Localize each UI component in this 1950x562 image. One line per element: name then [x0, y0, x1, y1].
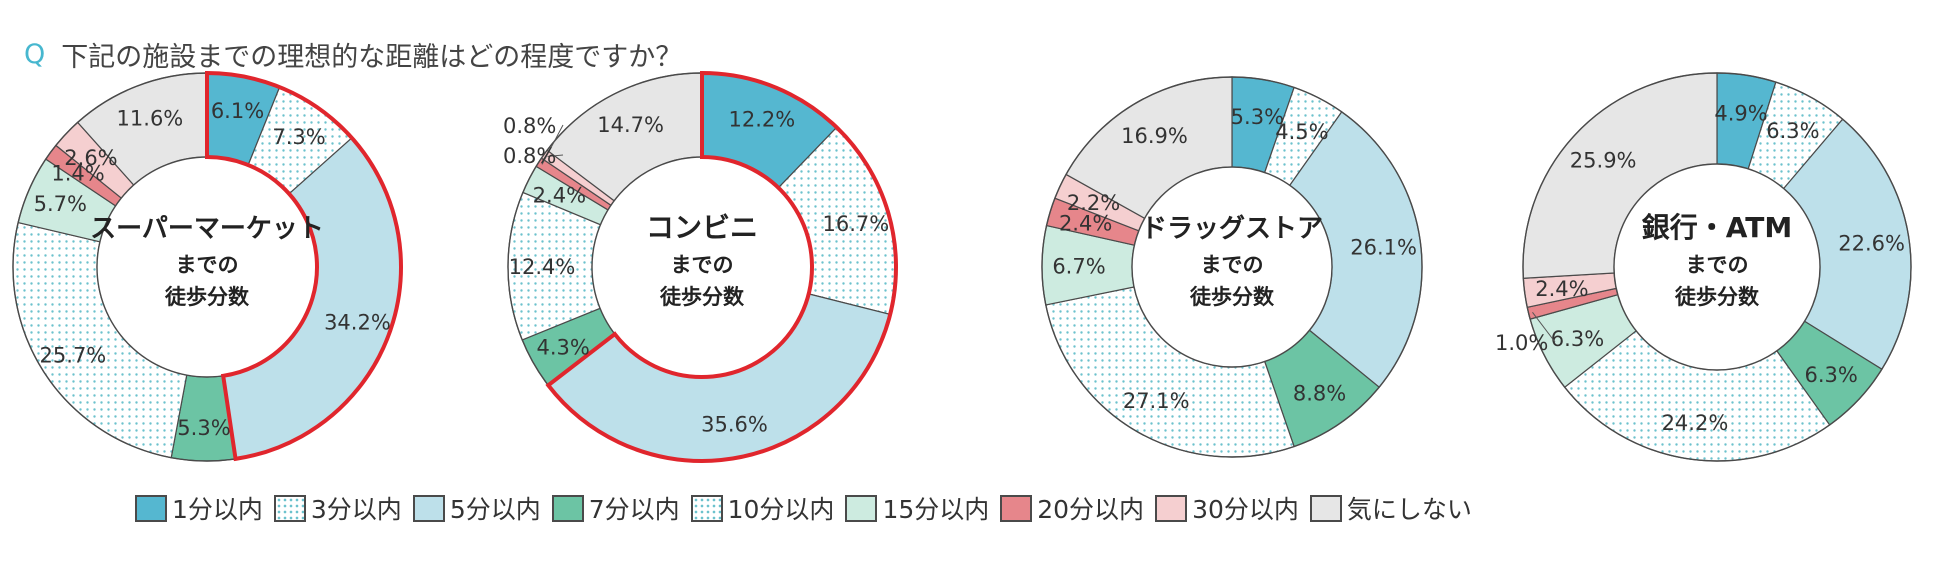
- legend-label: 7分以内: [588, 495, 680, 524]
- legend-swatch: [551, 494, 584, 522]
- slice-label-8: 2.6%: [64, 146, 117, 170]
- legend-swatch: [1155, 494, 1188, 522]
- legend-label: 30分以内: [1192, 495, 1299, 524]
- slice-label-4: 6.3%: [1804, 363, 1857, 387]
- legend: 1分以内 3分以内 5分以内 7分以内 10分以内 15分以内 20分以内 30分以内 気にしな…: [135, 490, 1483, 526]
- slice-label-5: 12.4%: [509, 255, 576, 279]
- slice-label-6: 6.7%: [1052, 255, 1105, 279]
- legend-swatch: [412, 494, 445, 522]
- question-header: Q 下記の施設までの理想的な距離はどの程度ですか？: [24, 34, 682, 74]
- center-subtitle-2: 徒歩分数: [659, 285, 745, 309]
- legend-item-6: 15分以内: [845, 490, 989, 526]
- legend-label: 20分以内: [1037, 495, 1145, 524]
- center-title: スーパーマーケット: [90, 214, 324, 244]
- donut-charts: 6.1% 7.3% 34.2% 5.3% 25.7% 5.7% 1.4%2.6%11.6% ス…: [12, 70, 1912, 463]
- donut-chart-1: 6.1% 7.3% 34.2% 5.3% 25.7% 5.7% 1.4%2.6%11.6% ス…: [12, 70, 403, 462]
- outer-ring: [1041, 76, 1423, 458]
- slice-label-4: 5.3%: [177, 416, 230, 440]
- slice-label-2: 6.3%: [1766, 119, 1819, 143]
- slice-label-1: 4.9%: [1714, 101, 1767, 125]
- slice-label-6: 2.4%: [533, 184, 586, 208]
- slice-label-6: 5.7%: [34, 192, 87, 216]
- leader-line: [541, 124, 564, 165]
- slice-label-3: 35.6%: [701, 413, 768, 437]
- slice-label-9: 14.7%: [597, 113, 664, 137]
- highlight-outline: [545, 70, 898, 463]
- center-title: ドラッグストア: [1141, 214, 1323, 244]
- center-title: コンビニ: [646, 211, 758, 244]
- legend-swatch: [135, 494, 167, 522]
- slice-label-2: 4.5%: [1275, 120, 1328, 144]
- legend-label: 5分以内: [449, 495, 541, 524]
- legend-label: 1分以内: [172, 495, 263, 524]
- center-subtitle-1: までの: [1686, 253, 1749, 277]
- slice-label-9: 25.9%: [1570, 149, 1637, 173]
- legend-label: 15分以内: [882, 495, 990, 524]
- highlight-outline: [205, 70, 403, 462]
- slice-label-6: 6.3%: [1551, 327, 1604, 351]
- donut-chart-3: 5.3%4.5% 26.1% 8.8% 27.1% 6.7% 2.4%2.2% 16.9% ド…: [1041, 76, 1423, 458]
- legend-swatch: [273, 494, 306, 522]
- question-text: 下記の施設までの理想的な距離はどの程度ですか？: [61, 41, 683, 73]
- center-subtitle-2: 徒歩分数: [1674, 285, 1760, 309]
- legend-item-9: 気にしない: [1309, 490, 1472, 526]
- slice-label-4: 8.8%: [1293, 381, 1346, 405]
- question-mark: Q: [24, 38, 46, 70]
- center-subtitle-1: までの: [1201, 253, 1264, 277]
- center-subtitle-2: 徒歩分数: [1189, 285, 1275, 309]
- slice-label-7: 1.4%: [51, 161, 104, 185]
- slice-label-8: 2.2%: [1067, 191, 1120, 215]
- legend-swatch: [1000, 494, 1033, 522]
- donut-chart-2: 12.2% 16.7% 35.6% 4.3% 12.4% 2.4% 0.8% 0.8% 14.7…: [503, 70, 898, 463]
- leader-line: [547, 154, 564, 157]
- slice-label-5: 24.2%: [1662, 411, 1729, 435]
- legend-item-7: 20分以内: [1000, 490, 1144, 526]
- slice-label-9: 11.6%: [117, 107, 184, 131]
- slice-label-7: 0.8%: [503, 114, 556, 138]
- slice-label-2: 16.7%: [822, 212, 889, 236]
- inner-hole: [1613, 163, 1821, 371]
- center-title: 銀行・ATM: [1642, 211, 1792, 244]
- slice-label-5: 25.7%: [40, 343, 107, 367]
- slice-label-7: 1.0%: [1495, 331, 1548, 355]
- legend-item-4: 7分以内: [551, 490, 680, 526]
- slice-label-4: 4.3%: [537, 336, 590, 360]
- slice-label-3: 34.2%: [324, 310, 391, 334]
- slice-label-3: 22.6%: [1838, 232, 1905, 256]
- center-subtitle-2: 徒歩分数: [164, 285, 250, 309]
- slice-label-8: 0.8%: [503, 144, 556, 168]
- slice-label-5: 27.1%: [1123, 389, 1190, 413]
- legend-item-3: 5分以内: [412, 490, 541, 526]
- slice-label-8: 2.4%: [1535, 277, 1588, 301]
- legend-swatch: [1309, 494, 1342, 522]
- slice-label-2: 7.3%: [272, 125, 325, 149]
- inner-hole: [1131, 166, 1333, 368]
- legend-swatch: [845, 494, 878, 522]
- legend-item-8: 30分以内: [1155, 490, 1299, 526]
- center-subtitle-1: までの: [671, 253, 734, 277]
- slice-label-1: 12.2%: [729, 108, 796, 132]
- legend-item-5: 10分以内: [690, 490, 835, 526]
- leader-line: [1532, 311, 1556, 343]
- legend-swatch: [690, 494, 723, 522]
- center-subtitle-1: までの: [176, 253, 239, 277]
- slice-label-1: 6.1%: [211, 99, 264, 123]
- slice-label-9: 16.9%: [1121, 124, 1188, 148]
- outer-ring: [1522, 72, 1912, 462]
- slice-label-3: 26.1%: [1350, 235, 1417, 259]
- donut-chart-4: 4.9%6.3%22.6%6.3%24.2%6.3%1.0%2.4%25.9%銀…: [1495, 72, 1912, 462]
- legend-label: 気にしない: [1346, 495, 1472, 524]
- legend-item-1: 1分以内: [135, 490, 263, 526]
- legend-label: 10分以内: [727, 495, 835, 524]
- legend-label: 3分以内: [310, 495, 402, 524]
- legend-item-2: 3分以内: [273, 490, 402, 526]
- slice-label-7: 2.4%: [1059, 211, 1112, 235]
- slice-label-1: 5.3%: [1231, 105, 1284, 129]
